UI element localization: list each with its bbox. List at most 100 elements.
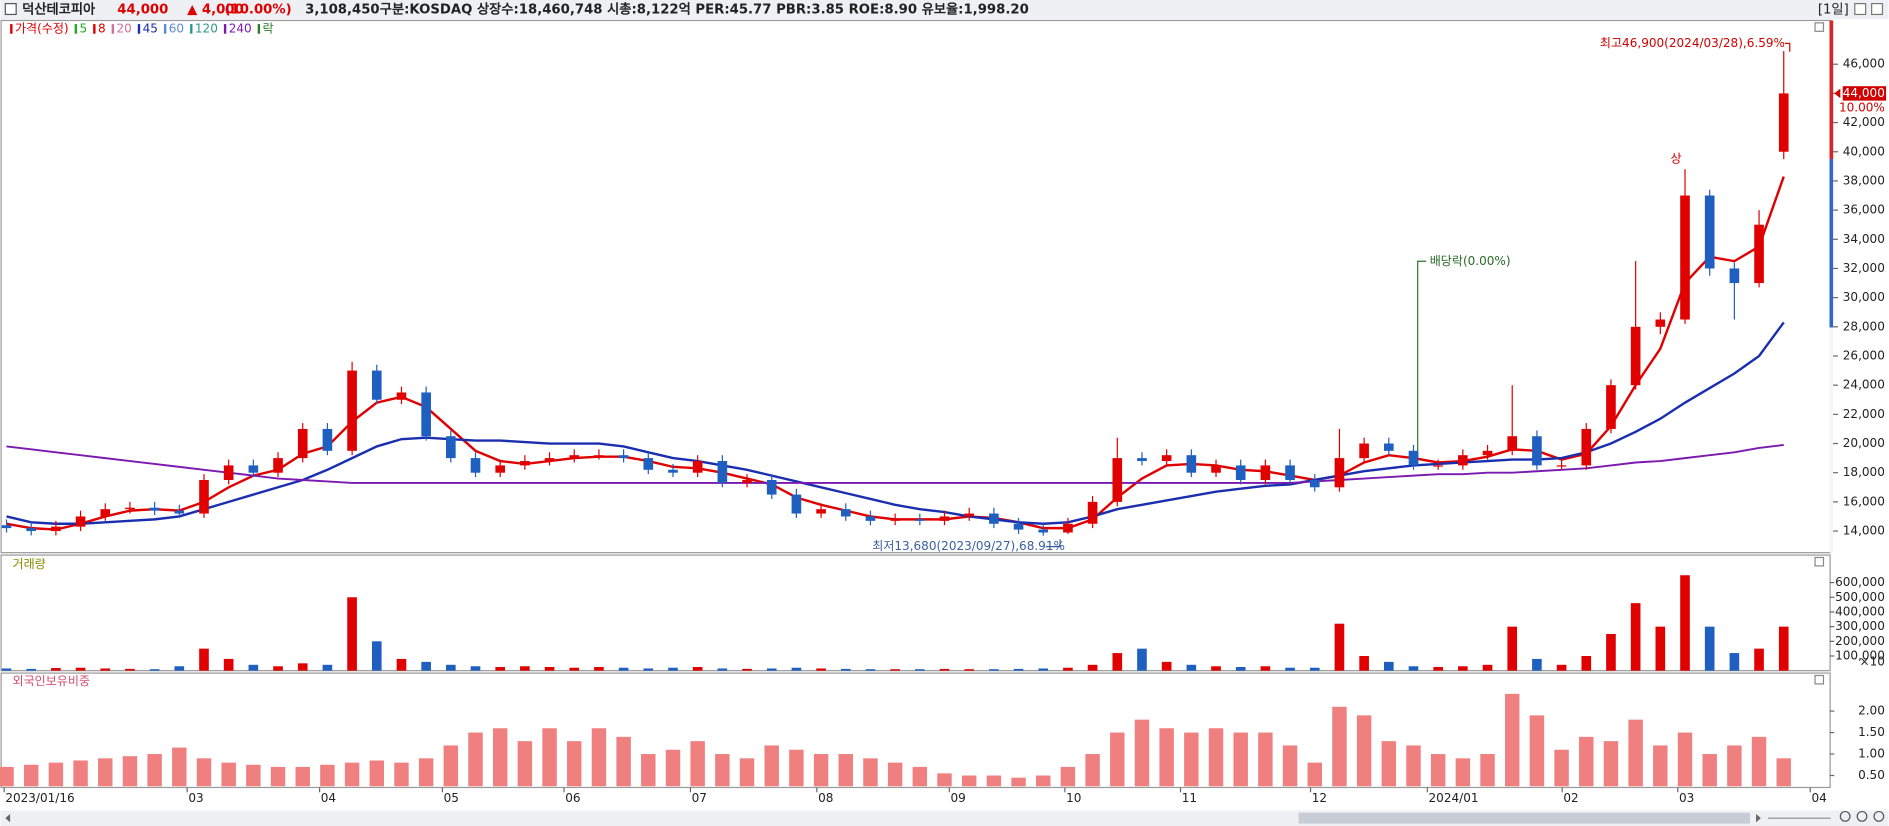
- volume-bar: [915, 669, 925, 671]
- foreign-bar: [196, 758, 212, 787]
- checkbox[interactable]: [4, 3, 17, 16]
- foreign-bar: [641, 754, 656, 787]
- candle-body: [865, 516, 876, 521]
- volume-bar: [495, 667, 506, 671]
- volume-bar: [989, 669, 999, 671]
- volume-bar: [1581, 655, 1592, 671]
- candle-body: [396, 392, 407, 400]
- stock-info: 구분:KOSDAQ 상장수:18,460,748 시총:8,122억 PER:4…: [380, 1, 1029, 18]
- y-tick-label: 40,000: [1843, 144, 1885, 158]
- window-button[interactable]: [1854, 3, 1867, 16]
- candle-body: [791, 494, 802, 514]
- period[interactable]: [1일]: [1818, 2, 1849, 18]
- volume-bar: [446, 664, 456, 671]
- volume-bar: [1260, 666, 1271, 671]
- foreign-bar: [1233, 732, 1248, 787]
- candle-body: [1137, 458, 1147, 462]
- low-note: 최저13,680(2023/09/27),68.91%: [872, 539, 1065, 553]
- volume-bar: [1458, 666, 1468, 671]
- y-tick-label: 600,000: [1835, 575, 1885, 589]
- candle-body: [199, 479, 209, 514]
- high-note: 최고46,900(2024/03/28),6.59%: [1600, 36, 1785, 50]
- candle-body: [1680, 195, 1690, 320]
- volume-panel: [0, 554, 1831, 672]
- volume-bar: [742, 668, 752, 671]
- volume-bar: [322, 664, 333, 671]
- candle-body: [668, 469, 678, 473]
- candle-body: [544, 458, 555, 462]
- foreign-bar: [887, 762, 903, 787]
- legend-label: 가격(수정): [15, 21, 69, 35]
- volume-bar: [840, 668, 851, 671]
- legend-label: 60: [169, 21, 184, 35]
- panel-button[interactable]: [1814, 674, 1825, 685]
- candle-body: [1532, 436, 1542, 466]
- zoom-icon[interactable]: [1839, 810, 1851, 822]
- foreign-bar: [1727, 745, 1742, 787]
- foreign-bar: [715, 754, 730, 787]
- legend-swatch: [74, 24, 78, 34]
- candle-body: [1556, 465, 1567, 467]
- zoom-icon[interactable]: [1856, 810, 1868, 822]
- foreign-bar: [616, 736, 631, 787]
- volume-bar: [248, 664, 259, 671]
- foreign-bar: [1134, 719, 1150, 787]
- candle-body: [1309, 479, 1320, 488]
- candle-body: [569, 455, 580, 459]
- candle-body: [742, 479, 752, 483]
- volume-bar: [964, 669, 974, 671]
- foreign-bar: [937, 773, 952, 787]
- candle-body: [421, 392, 431, 437]
- volume-bar: [1532, 658, 1542, 671]
- legend-swatch: [93, 24, 96, 34]
- foreign-bar: [542, 728, 557, 787]
- candle-body: [322, 428, 333, 451]
- x-tick-label: 11: [1182, 791, 1197, 805]
- foreign-bar: [1060, 766, 1076, 787]
- scroll-thumb[interactable]: [1298, 812, 1751, 824]
- current-label: 44,000: [1843, 86, 1885, 100]
- foreign-bar: [48, 762, 64, 787]
- note-arrow: [1045, 539, 1061, 548]
- foreign-bar: [961, 775, 977, 787]
- foreign-bar: [863, 758, 878, 787]
- foreign-bar: [1159, 728, 1174, 787]
- volume-bar: [199, 648, 209, 671]
- y-tick-label: 34,000: [1843, 232, 1885, 246]
- volume-bar: [1680, 575, 1690, 671]
- current-box: [1842, 86, 1887, 101]
- candle-body: [1606, 385, 1616, 429]
- foreign-bar: [1430, 754, 1446, 787]
- panel-button[interactable]: [1814, 22, 1825, 32]
- volume-bar: [1754, 648, 1764, 671]
- foreign-bar: [1579, 736, 1594, 787]
- y-tick-label: 20,000: [1843, 436, 1885, 450]
- volume-bar: [1161, 661, 1172, 671]
- window-button[interactable]: [1871, 3, 1884, 16]
- foreign-bar: [1603, 741, 1619, 787]
- panel-button[interactable]: [1814, 556, 1825, 567]
- foreign-bar: [320, 764, 335, 787]
- limit-up-note: 상: [1671, 151, 1682, 165]
- volume-bar: [1408, 666, 1419, 671]
- candle-body: [125, 507, 135, 510]
- volume-bar: [520, 666, 530, 671]
- y-tick-label: 1.50: [1858, 725, 1885, 739]
- x-tick-label: 10: [1066, 791, 1081, 805]
- foreign-bar: [1356, 715, 1372, 787]
- foreign-bar: [221, 762, 236, 787]
- candle-body: [1507, 436, 1518, 451]
- foreign-bar: [912, 766, 928, 787]
- foreign-bar: [270, 766, 286, 787]
- volume-bar: [371, 641, 382, 671]
- foreign-bar: [1677, 732, 1693, 787]
- zoom-icon[interactable]: [1873, 810, 1885, 822]
- candle-body: [890, 519, 900, 521]
- x-tick-label: 04: [1811, 791, 1826, 805]
- volume-bar: [396, 658, 407, 671]
- candle-body: [1186, 455, 1197, 473]
- candle-body: [347, 370, 357, 451]
- foreign-bar: [690, 741, 705, 787]
- foreign-bar: [443, 745, 459, 787]
- foreign-bar: [1751, 736, 1767, 787]
